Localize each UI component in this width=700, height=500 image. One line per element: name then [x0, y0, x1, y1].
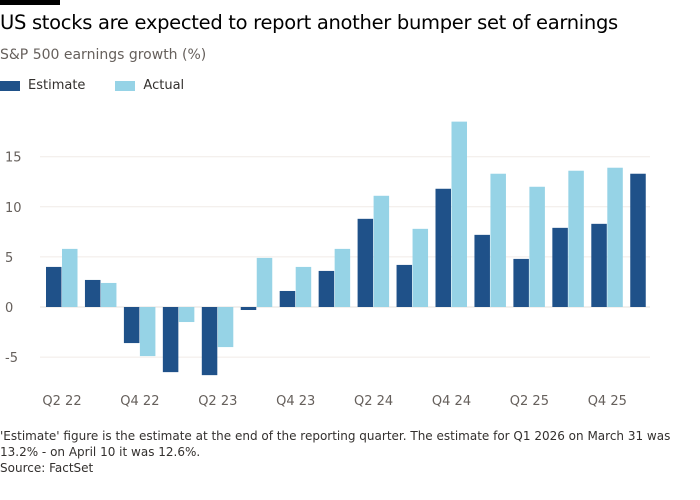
bar-actual — [373, 195, 390, 307]
bar-estimate — [474, 234, 490, 307]
bar-estimate — [240, 307, 257, 311]
bar-actual — [217, 307, 234, 348]
bar-actual — [62, 248, 78, 307]
bar-estimate — [513, 258, 529, 307]
bar-actual — [178, 307, 195, 323]
x-tick-label: Q2 23 — [198, 394, 237, 409]
x-tick-label: Q4 24 — [432, 394, 471, 409]
footnote: 'Estimate' figure is the estimate at the… — [0, 429, 671, 459]
bar-actual — [295, 266, 312, 307]
x-tick-label: Q2 24 — [354, 394, 393, 409]
bar-estimate — [162, 307, 179, 373]
chart-subtitle: S&P 500 earnings growth (%) — [0, 47, 207, 63]
bar-actual — [529, 186, 545, 307]
legend-label-estimate: Estimate — [28, 78, 86, 93]
x-tick-label: Q4 25 — [588, 394, 627, 409]
legend-label-actual: Actual — [143, 78, 185, 93]
bar-estimate — [591, 223, 607, 307]
legend: Estimate Actual — [0, 78, 184, 93]
y-tick-label: 0 — [5, 301, 13, 316]
x-tick-label: Q2 25 — [510, 394, 549, 409]
source: Source: FactSet — [0, 461, 94, 475]
x-tick-label: Q4 22 — [120, 394, 159, 409]
y-tick-label: 15 — [5, 151, 22, 166]
bar-estimate — [84, 279, 101, 307]
bar-estimate — [279, 290, 296, 307]
bar-estimate — [123, 307, 140, 344]
legend-swatch-actual — [115, 80, 136, 91]
bar-actual — [451, 121, 467, 307]
bar-estimate — [46, 266, 62, 307]
y-tick-label: -5 — [5, 351, 18, 366]
legend-item-estimate: Estimate — [0, 78, 85, 93]
legend-item-actual: Actual — [115, 78, 184, 93]
legend-swatch-estimate — [0, 80, 20, 91]
bar-estimate — [435, 188, 451, 307]
chart-title: US stocks are expected to report another… — [0, 11, 618, 34]
bar-actual — [490, 173, 506, 307]
bar-estimate — [552, 227, 568, 307]
brand-bar — [0, 0, 60, 5]
footer: 'Estimate' figure is the estimate at the… — [0, 428, 690, 476]
bar-actual — [568, 170, 584, 307]
bar-estimate — [396, 264, 413, 307]
x-tick-label: Q4 23 — [276, 394, 315, 409]
x-tick-label: Q2 22 — [42, 394, 81, 409]
bar-estimate — [201, 307, 218, 376]
bar-estimate — [318, 270, 335, 307]
y-tick-label: 5 — [5, 251, 13, 266]
bar-actual — [607, 167, 623, 307]
bar-actual — [256, 257, 273, 307]
bar-chart: -5 0 5 10 15 Q2 22 Q4 22 Q2 23 Q4 23 Q2 24 Q4 24 Q2… — [5, 121, 650, 409]
bar-estimate — [357, 218, 374, 307]
bar-actual — [334, 248, 351, 307]
bar-actual — [100, 282, 117, 307]
bar-actual — [412, 228, 429, 307]
bar-estimate — [630, 173, 646, 307]
bar-actual — [139, 307, 156, 357]
y-tick-label: 10 — [5, 201, 22, 216]
